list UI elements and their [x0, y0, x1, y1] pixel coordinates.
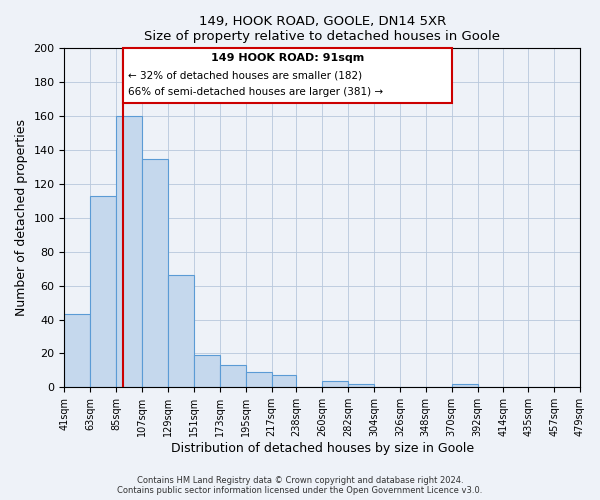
Bar — [168, 276, 194, 388]
X-axis label: Distribution of detached houses by size in Goole: Distribution of detached houses by size … — [170, 442, 474, 455]
FancyBboxPatch shape — [123, 48, 452, 102]
Y-axis label: Number of detached properties: Number of detached properties — [15, 120, 28, 316]
Bar — [194, 355, 220, 388]
Bar — [220, 366, 245, 388]
Bar — [452, 384, 478, 388]
Bar — [322, 380, 348, 388]
Bar — [272, 376, 296, 388]
Text: ← 32% of detached houses are smaller (182): ← 32% of detached houses are smaller (18… — [128, 70, 362, 81]
Bar — [91, 196, 116, 388]
Bar — [142, 158, 168, 388]
Text: 66% of semi-detached houses are larger (381) →: 66% of semi-detached houses are larger (… — [128, 88, 383, 98]
Text: 149 HOOK ROAD: 91sqm: 149 HOOK ROAD: 91sqm — [211, 54, 364, 64]
Bar — [64, 314, 91, 388]
Text: Contains HM Land Registry data © Crown copyright and database right 2024.
Contai: Contains HM Land Registry data © Crown c… — [118, 476, 482, 495]
Title: 149, HOOK ROAD, GOOLE, DN14 5XR
Size of property relative to detached houses in : 149, HOOK ROAD, GOOLE, DN14 5XR Size of … — [144, 15, 500, 43]
Bar — [348, 384, 374, 388]
Bar — [245, 372, 272, 388]
Bar — [116, 116, 142, 388]
